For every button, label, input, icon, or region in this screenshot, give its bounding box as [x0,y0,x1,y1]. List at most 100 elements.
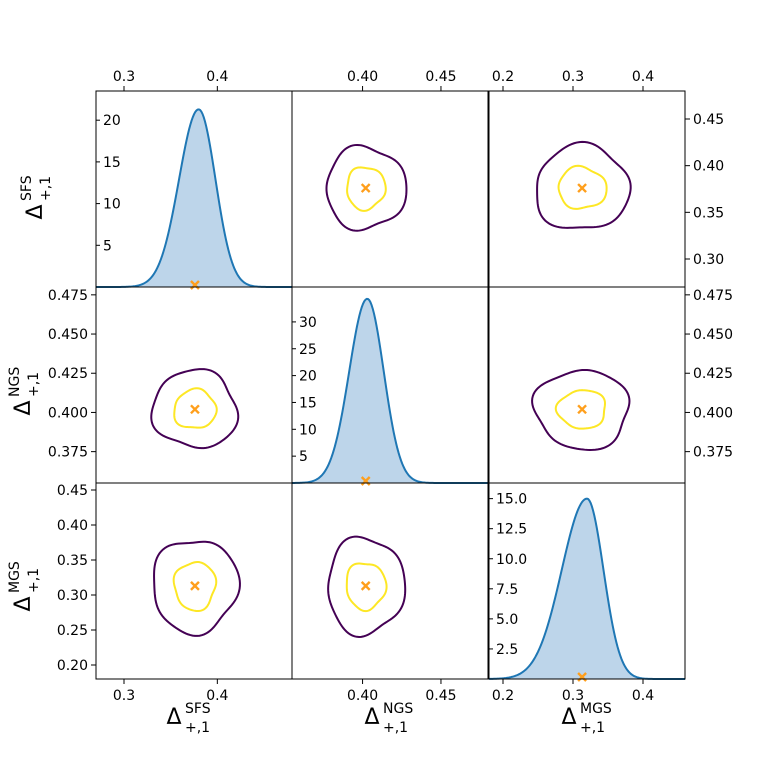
density-tick-label-mgs-5: 15.0 [496,492,527,508]
bottom-x-tick-label-ngs-1: 0.45 [425,688,456,704]
y-axis-label-sfs-subscript: +,1 [38,176,54,201]
panel-frame-sfs-mgs [488,90,686,288]
bottom-x-tick-label-mgs-0: 0.2 [492,688,514,704]
x-axis-label-ngs: Δ NGS +,1 [364,701,413,736]
left-y-tick-label-mgs-5: 0.45 [57,483,88,499]
right-y-tick-label-ngs-4: 0.475 [693,288,733,304]
outer-contour-ngs-sfs [150,368,240,450]
best-fit-marker-ngs-sfs [190,404,200,415]
x-axis-label-sfs-superscript: SFS [185,701,211,717]
panel-frame-mgs-sfs [95,482,293,680]
panel-sfs-sfs: 5 10 15 20 [95,90,293,290]
x-axis-label-sfs-subscript: +,1 [185,720,210,736]
y-axis-label-sfs-symbol: Δ [23,204,48,219]
right-y-tick-label-sfs-0: 0.30 [693,252,724,268]
inner-contour-mgs-ngs [345,562,388,613]
top-x-tick-label-sfs-0: 0.3 [113,69,135,85]
panel-mgs-sfs [95,482,293,680]
y-axis-label-ngs-subscript: +,1 [26,372,42,397]
y-axis-label-sfs-superscript: SFS [19,175,35,201]
x-axis-label-sfs-symbol: Δ [166,705,181,730]
inner-contour-ngs-sfs [173,387,218,429]
left-y-tick-label-mgs-4: 0.40 [57,518,88,534]
best-fit-marker-sfs-ngs [360,183,371,193]
panel-ngs-ngs: 5 10 15 20 25 30 [291,286,489,486]
best-fit-marker-mgs-ngs [360,581,371,591]
best-fit-marker-ngs [360,476,371,486]
density-tick-label-mgs-0: 2.5 [496,642,518,658]
top-x-tick-label-ngs-1: 0.45 [425,69,456,85]
density-tick-label-sfs-0: 5 [103,238,112,254]
y-axis-label-mgs-symbol: Δ [11,596,36,611]
right-y-tick-label-ngs-0: 0.375 [693,445,733,461]
best-fit-marker-mgs [577,672,587,682]
x-axis-label-mgs: Δ MGS +,1 [561,701,611,736]
inner-contour-mgs-sfs [172,561,218,613]
left-y-tick-label-ngs-4: 0.475 [48,288,88,304]
density-tick-label-mgs-1: 5.0 [496,612,518,628]
density-tick-label-sfs-1: 10 [103,197,121,213]
left-y-tick-label-ngs-3: 0.450 [48,327,88,343]
best-fit-marker-mgs-sfs [190,581,200,591]
y-axis-label-ngs-symbol: Δ [11,400,36,415]
panel-sfs-ngs [291,90,489,288]
bottom-x-tick-label-ngs-0: 0.40 [347,688,378,704]
density-tick-label-ngs-3: 20 [299,369,317,385]
left-y-tick-label-ngs-1: 0.400 [48,405,88,421]
panel-frame-ngs-sfs [95,286,293,484]
outer-contour-mgs-ngs [327,535,407,638]
density-tick-label-mgs-4: 12.5 [496,522,527,538]
left-y-tick-label-mgs-1: 0.25 [57,623,88,639]
x-axis-label-ngs-superscript: NGS [383,701,413,717]
panel-mgs-mgs: 2.5 5.0 7.5 10.0 12.5 15.0 [488,482,686,682]
panel-sfs-mgs [488,90,686,288]
right-y-tick-label-sfs-2: 0.40 [693,159,724,175]
best-fit-marker-sfs [190,280,200,290]
inner-contour-sfs-ngs [346,166,387,212]
panel-ngs-mgs [488,286,686,484]
right-y-tick-label-sfs-1: 0.35 [693,205,724,221]
x-axis-label-mgs-subscript: +,1 [580,720,605,736]
top-x-tick-label-sfs-1: 0.4 [206,69,228,85]
bottom-x-tick-label-mgs-2: 0.4 [632,688,654,704]
right-y-tick-label-sfs-3: 0.45 [693,112,724,128]
best-fit-marker-ngs-mgs [577,404,587,415]
density-fill-sfs [96,109,292,288]
y-axis-label-sfs: Δ SFS +,1 [19,175,54,219]
density-tick-label-mgs-2: 7.5 [496,582,518,598]
panel-frame-ngs-mgs [488,286,686,484]
y-axis-label-mgs-subscript: +,1 [26,568,42,593]
panel-frame-mgs-mgs [488,482,686,680]
panel-frame-sfs-ngs [291,90,489,288]
density-tick-label-ngs-0: 5 [299,449,308,465]
inner-contour-sfs-mgs [557,164,608,210]
right-y-tick-label-ngs-3: 0.450 [693,327,733,343]
density-tick-label-ngs-4: 25 [299,342,317,358]
top-x-tick-label-mgs-1: 0.3 [562,69,584,85]
panel-mgs-ngs [291,482,489,680]
y-axis-label-ngs: Δ NGS +,1 [7,367,42,416]
density-tick-label-ngs-2: 15 [299,395,317,411]
outer-contour-sfs-mgs [536,140,632,229]
outer-contour-sfs-ngs [325,143,408,232]
x-axis-label-mgs-superscript: MGS [580,701,612,717]
bottom-x-tick-label-mgs-1: 0.3 [562,688,584,704]
density-tick-label-sfs-2: 15 [103,155,121,171]
left-y-tick-label-ngs-2: 0.425 [48,366,88,382]
panel-frame-mgs-ngs [291,482,489,680]
y-axis-label-mgs: Δ MGS +,1 [7,561,42,611]
x-axis-label-ngs-symbol: Δ [364,705,379,730]
density-tick-label-ngs-1: 10 [299,422,317,438]
outer-contour-mgs-sfs [153,540,241,637]
top-x-tick-label-ngs-0: 0.40 [347,69,378,85]
y-axis-label-mgs-superscript: MGS [7,561,23,593]
bottom-x-tick-label-sfs-0: 0.3 [113,688,135,704]
right-y-tick-label-ngs-1: 0.400 [693,405,733,421]
left-y-tick-label-ngs-0: 0.375 [48,445,88,461]
x-axis-label-sfs: Δ SFS +,1 [166,701,210,736]
top-x-tick-label-mgs-2: 0.4 [632,69,654,85]
best-fit-marker-sfs-mgs [577,183,587,193]
y-axis-label-ngs-superscript: NGS [7,367,23,397]
left-y-tick-label-mgs-2: 0.30 [57,588,88,604]
panel-ngs-sfs [95,286,293,484]
